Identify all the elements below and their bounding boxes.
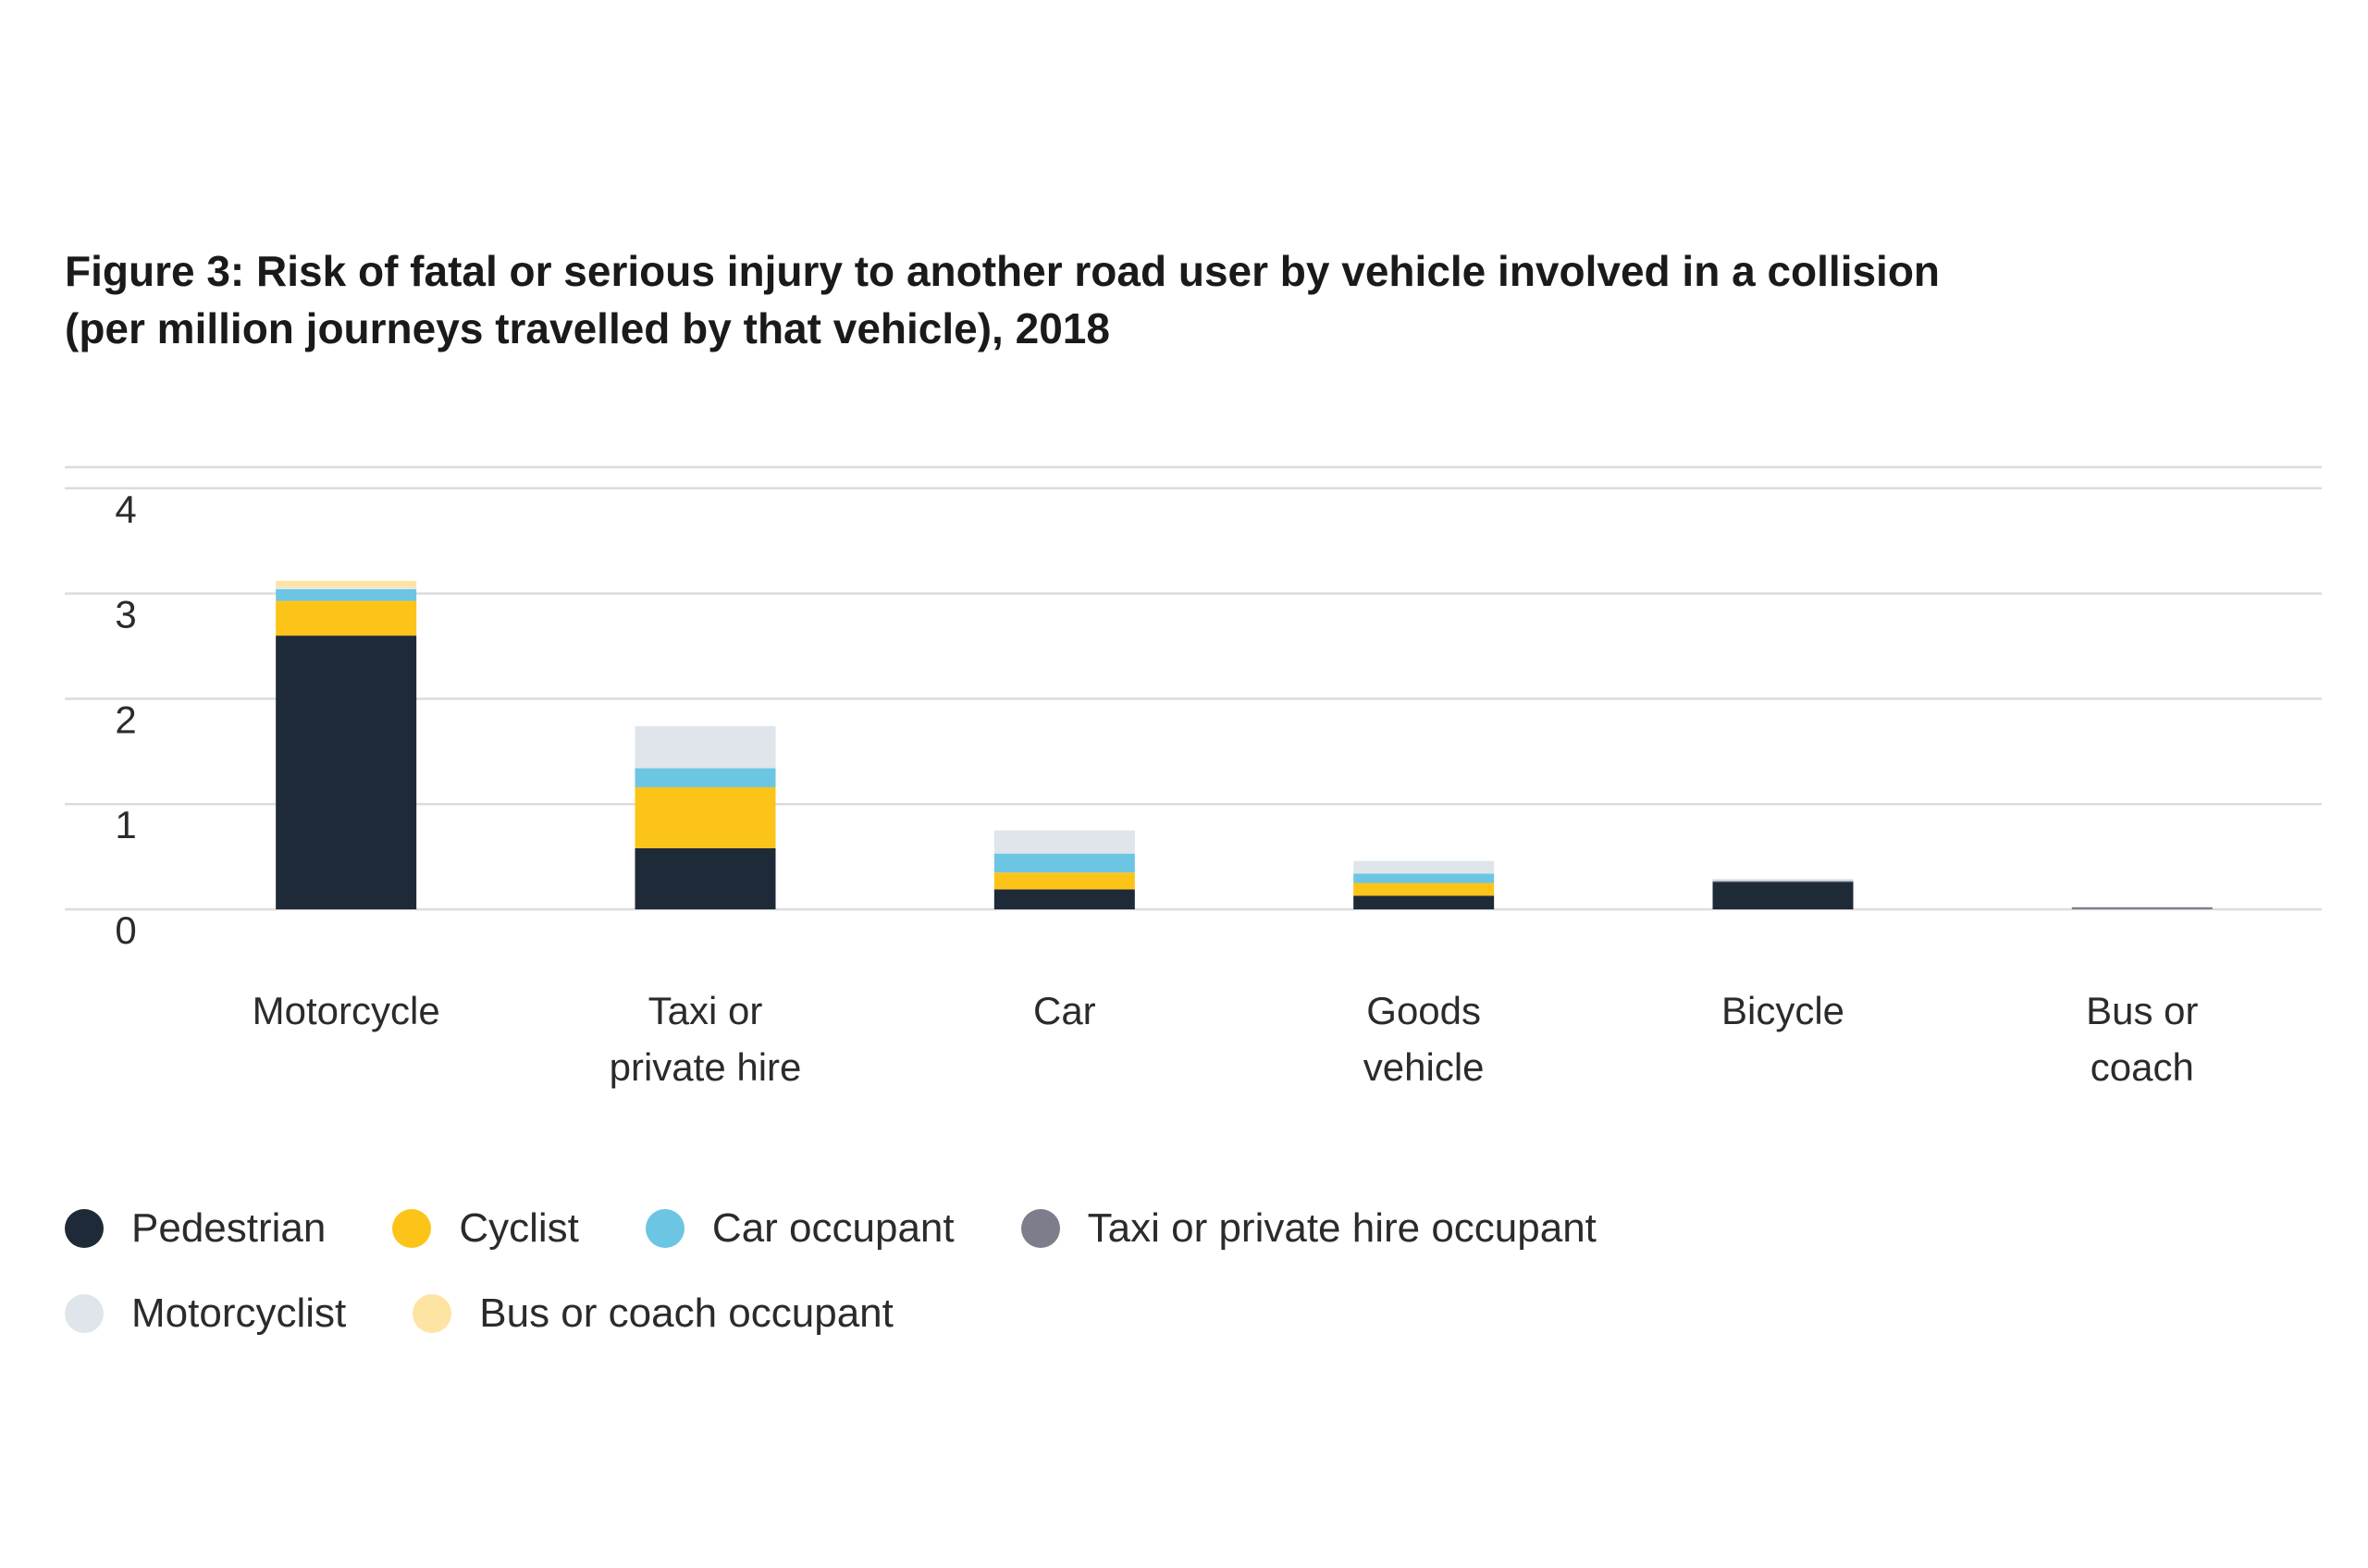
legend-label-car-occupant: Car occupant [711, 1205, 955, 1251]
legend-label-bus-occupant: Bus or coach occupant [479, 1290, 894, 1336]
bar-motorcycle-cyclist [276, 600, 417, 636]
legend-row-1: Pedestrian Cyclist Car occupant Taxi or … [65, 1203, 2192, 1254]
legend-item-motorcyclist: Motorcyclist [65, 1290, 346, 1337]
legend-item-taxi-occupant: Taxi or private hire occupant [1020, 1205, 1597, 1252]
chart-title: Figure 3: Risk of fatal or serious injur… [65, 242, 2192, 357]
bar-car-car-occupant [993, 853, 1135, 873]
bar-bus-or-coach-taxi-or-private-hire-occupant [2071, 907, 2213, 909]
legend-swatch-motorcyclist [65, 1294, 104, 1333]
bar-taxi-or-private-hire-pedestrian [635, 847, 776, 909]
bar-car-pedestrian [993, 889, 1135, 909]
legend-swatch-cyclist [392, 1209, 432, 1248]
bar-goods-vehicle-pedestrian [1353, 895, 1495, 909]
bar-motorcycle-bus-or-coach-occupant [276, 580, 417, 587]
legend-swatch-car-occupant [645, 1209, 684, 1248]
bar-taxi-or-private-hire-motorcyclist [635, 725, 776, 769]
bar-car-cyclist [993, 872, 1135, 890]
legend-item-bus-occupant: Bus or coach occupant [413, 1290, 894, 1337]
legend-swatch-taxi-occupant [1020, 1209, 1060, 1248]
legend-row-2: Motorcyclist Bus or coach occupant [65, 1288, 2192, 1340]
y-axis-ticks: 0 1 2 3 4 [115, 488, 136, 952]
legend-item-pedestrian: Pedestrian [65, 1205, 326, 1252]
y-tick-label-1: 1 [115, 803, 136, 846]
legend-label-motorcyclist: Motorcyclist [131, 1290, 347, 1336]
y-tick-label-2: 2 [115, 698, 136, 741]
legend-swatch-pedestrian [65, 1209, 104, 1248]
bars [276, 580, 2213, 909]
chart-title-line-1: Figure 3: Risk of fatal or serious injur… [65, 247, 1941, 295]
bar-bicycle-pedestrian [1712, 882, 1854, 909]
x-tick-label-car: Car [1033, 989, 1096, 1032]
bar-taxi-or-private-hire-car-occupant [635, 768, 776, 787]
bar-car-motorcyclist [993, 830, 1135, 854]
x-tick-label-motorcycle: Motorcycle [253, 989, 440, 1032]
bar-motorcycle-car-occupant [276, 589, 417, 601]
legend-label-taxi-occupant: Taxi or private hire occupant [1087, 1205, 1597, 1251]
x-tick-label-bicycle: Bicycle [1721, 989, 1844, 1032]
legend-item-cyclist: Cyclist [392, 1205, 579, 1252]
bar-motorcycle-pedestrian [276, 636, 417, 909]
legend: Pedestrian Cyclist Car occupant Taxi or … [65, 1203, 2192, 1373]
bar-goods-vehicle-motorcyclist [1353, 860, 1495, 874]
bar-goods-vehicle-car-occupant [1353, 873, 1495, 883]
bar-bicycle-taxi-or-private-hire-occupant [1712, 881, 1854, 883]
y-tick-label-4: 4 [115, 488, 136, 531]
x-axis-ticks: Motorcycle Taxi or private hire Car Goods veh… [253, 989, 2199, 1089]
legend-label-cyclist: Cyclist [459, 1205, 579, 1251]
legend-item-car-occupant: Car occupant [645, 1205, 955, 1252]
x-tick-label-bus-or-coach: Bus or coach [2086, 989, 2198, 1089]
bar-bicycle-motorcyclist [1712, 878, 1854, 882]
gridlines [65, 465, 2322, 911]
y-tick-label-0: 0 [115, 908, 136, 952]
y-tick-label-3: 3 [115, 593, 136, 636]
x-tick-label-goods-vehicle: Goods vehicle [1363, 989, 1485, 1089]
legend-swatch-bus-occupant [413, 1294, 452, 1333]
chart-subtitle: (per million journeys travelled by that … [65, 304, 1110, 352]
bar-motorcycle-motorcyclist [276, 586, 417, 590]
bar-goods-vehicle-cyclist [1353, 883, 1495, 896]
bar-taxi-or-private-hire-cyclist [635, 786, 776, 848]
x-tick-label-taxi-or-private-hire: Taxi or private hire [610, 989, 802, 1089]
legend-label-pedestrian: Pedestrian [131, 1205, 327, 1251]
